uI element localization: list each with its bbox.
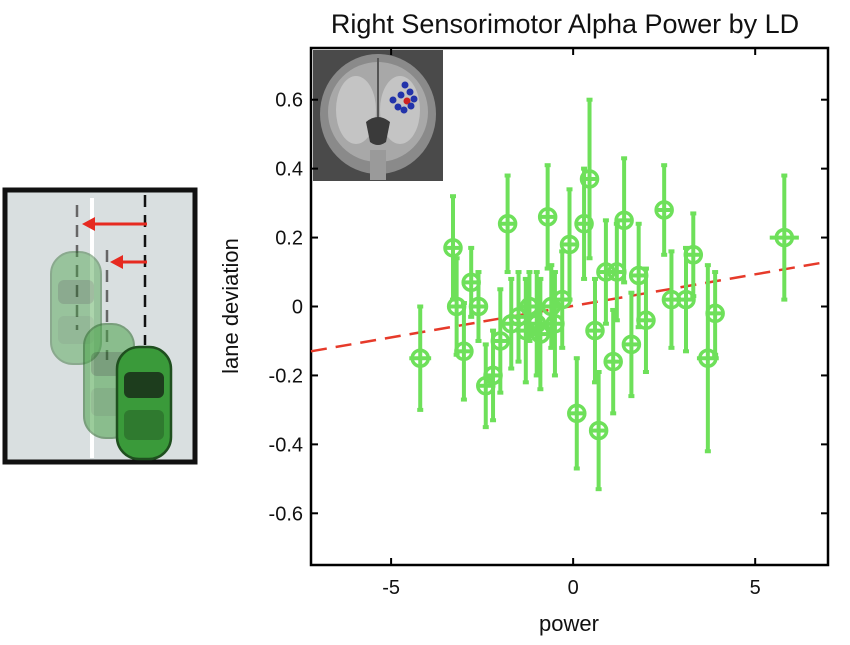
trend-line xyxy=(310,260,829,353)
trend-line-layer xyxy=(310,260,829,353)
data-points-layer xyxy=(409,97,799,492)
y-tick-label: 0 xyxy=(292,297,303,319)
data-point xyxy=(683,211,704,299)
y-tick-label: -0.6 xyxy=(269,503,303,525)
data-point xyxy=(409,304,432,412)
point-marker xyxy=(530,324,551,344)
chart-title: Right Sensorimotor Alpha Power by LD xyxy=(331,9,799,39)
point-marker xyxy=(537,207,558,227)
data-point xyxy=(696,263,719,454)
data-point xyxy=(579,97,600,261)
point-marker xyxy=(654,200,674,220)
point-marker xyxy=(490,331,511,351)
point-marker xyxy=(603,351,623,372)
y-tick-label: 0.2 xyxy=(275,228,303,250)
point-marker xyxy=(683,245,704,265)
point-marker xyxy=(636,310,656,331)
data-point xyxy=(526,270,547,378)
point-marker xyxy=(621,334,642,355)
point-marker xyxy=(585,320,605,341)
point-marker xyxy=(410,348,430,368)
data-point xyxy=(585,276,605,385)
point-marker xyxy=(774,227,795,248)
point-marker xyxy=(574,214,594,234)
point-marker xyxy=(443,238,463,258)
brain-left-hemisphere xyxy=(336,76,376,144)
point-marker xyxy=(559,234,580,255)
point-marker xyxy=(588,420,609,441)
data-point xyxy=(636,266,656,374)
data-point xyxy=(454,301,474,402)
brain-stem xyxy=(370,150,386,180)
point-marker xyxy=(567,403,587,424)
point-marker xyxy=(676,289,696,310)
brain-inset xyxy=(313,50,443,181)
point-marker xyxy=(468,296,489,317)
point-marker xyxy=(526,313,547,334)
x-tick-label: 0 xyxy=(568,577,579,599)
data-point xyxy=(537,163,558,271)
data-point xyxy=(588,369,609,492)
deviation-arrow-large xyxy=(82,217,147,231)
deviation-arrow-small xyxy=(110,255,147,269)
point-marker xyxy=(614,210,634,231)
data-point xyxy=(596,218,616,326)
y-tick-label: -0.4 xyxy=(269,434,303,456)
point-marker xyxy=(497,214,518,234)
y-tick-label: 0.4 xyxy=(275,159,303,181)
x-tick-label: -5 xyxy=(382,577,400,599)
data-point xyxy=(654,163,674,257)
lane-diagram xyxy=(2,187,198,465)
x-tick-label: 5 xyxy=(750,577,761,599)
axes: -5 0 5 -0.6 -0.4 -0.2 0 0.2 0.4 0.6 xyxy=(269,48,828,599)
data-point xyxy=(614,156,634,285)
data-point xyxy=(769,173,799,302)
x-axis-label: power xyxy=(539,611,599,636)
data-point xyxy=(541,263,562,350)
data-point xyxy=(497,173,518,275)
data-point xyxy=(443,194,463,302)
electrode-markers xyxy=(389,81,418,114)
data-point xyxy=(559,187,580,302)
data-point xyxy=(621,290,642,399)
brain-ventricles xyxy=(366,117,390,145)
y-axis-label: lane deviation xyxy=(218,238,243,374)
data-point xyxy=(468,270,489,343)
car-current xyxy=(115,345,173,461)
data-point xyxy=(705,270,725,357)
point-marker xyxy=(705,303,725,324)
y-tick-label: 0.6 xyxy=(275,90,303,112)
point-marker xyxy=(454,341,474,362)
data-point xyxy=(567,356,587,471)
point-marker xyxy=(579,169,600,189)
point-marker xyxy=(698,348,718,368)
data-point xyxy=(490,287,511,395)
y-tick-label: -0.2 xyxy=(269,365,303,387)
data-point xyxy=(530,276,551,392)
